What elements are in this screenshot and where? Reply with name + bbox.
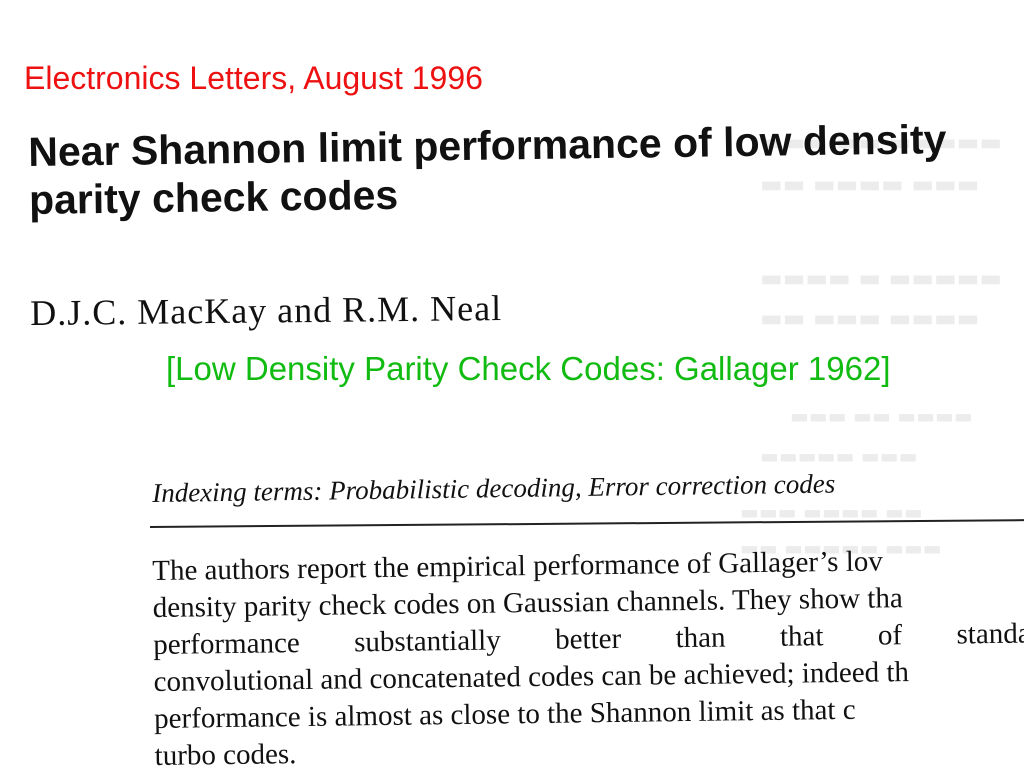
abstract-word: better — [554, 622, 622, 656]
abstract-word: of — [877, 619, 903, 652]
paper-authors: D.J.C. MacKay and R.M. Neal — [30, 288, 503, 333]
abstract-word: substantially — [353, 624, 501, 659]
abstract-word: than — [675, 621, 726, 655]
abstract-word: that — [779, 620, 824, 653]
abstract: The authors report the empirical perform… — [152, 541, 1024, 768]
indexing-terms: Indexing terms: Probabilistic decoding, … — [152, 468, 836, 508]
annotation-note: [Low Density Parity Check Codes: Gallage… — [166, 350, 891, 387]
abstract-word: standarc — [956, 617, 1024, 651]
paper-title: Near Shannon limit performance of low de… — [28, 116, 947, 223]
source-note: Electronics Letters, August 1996 — [24, 60, 483, 96]
abstract-word: performance — [152, 627, 300, 661]
